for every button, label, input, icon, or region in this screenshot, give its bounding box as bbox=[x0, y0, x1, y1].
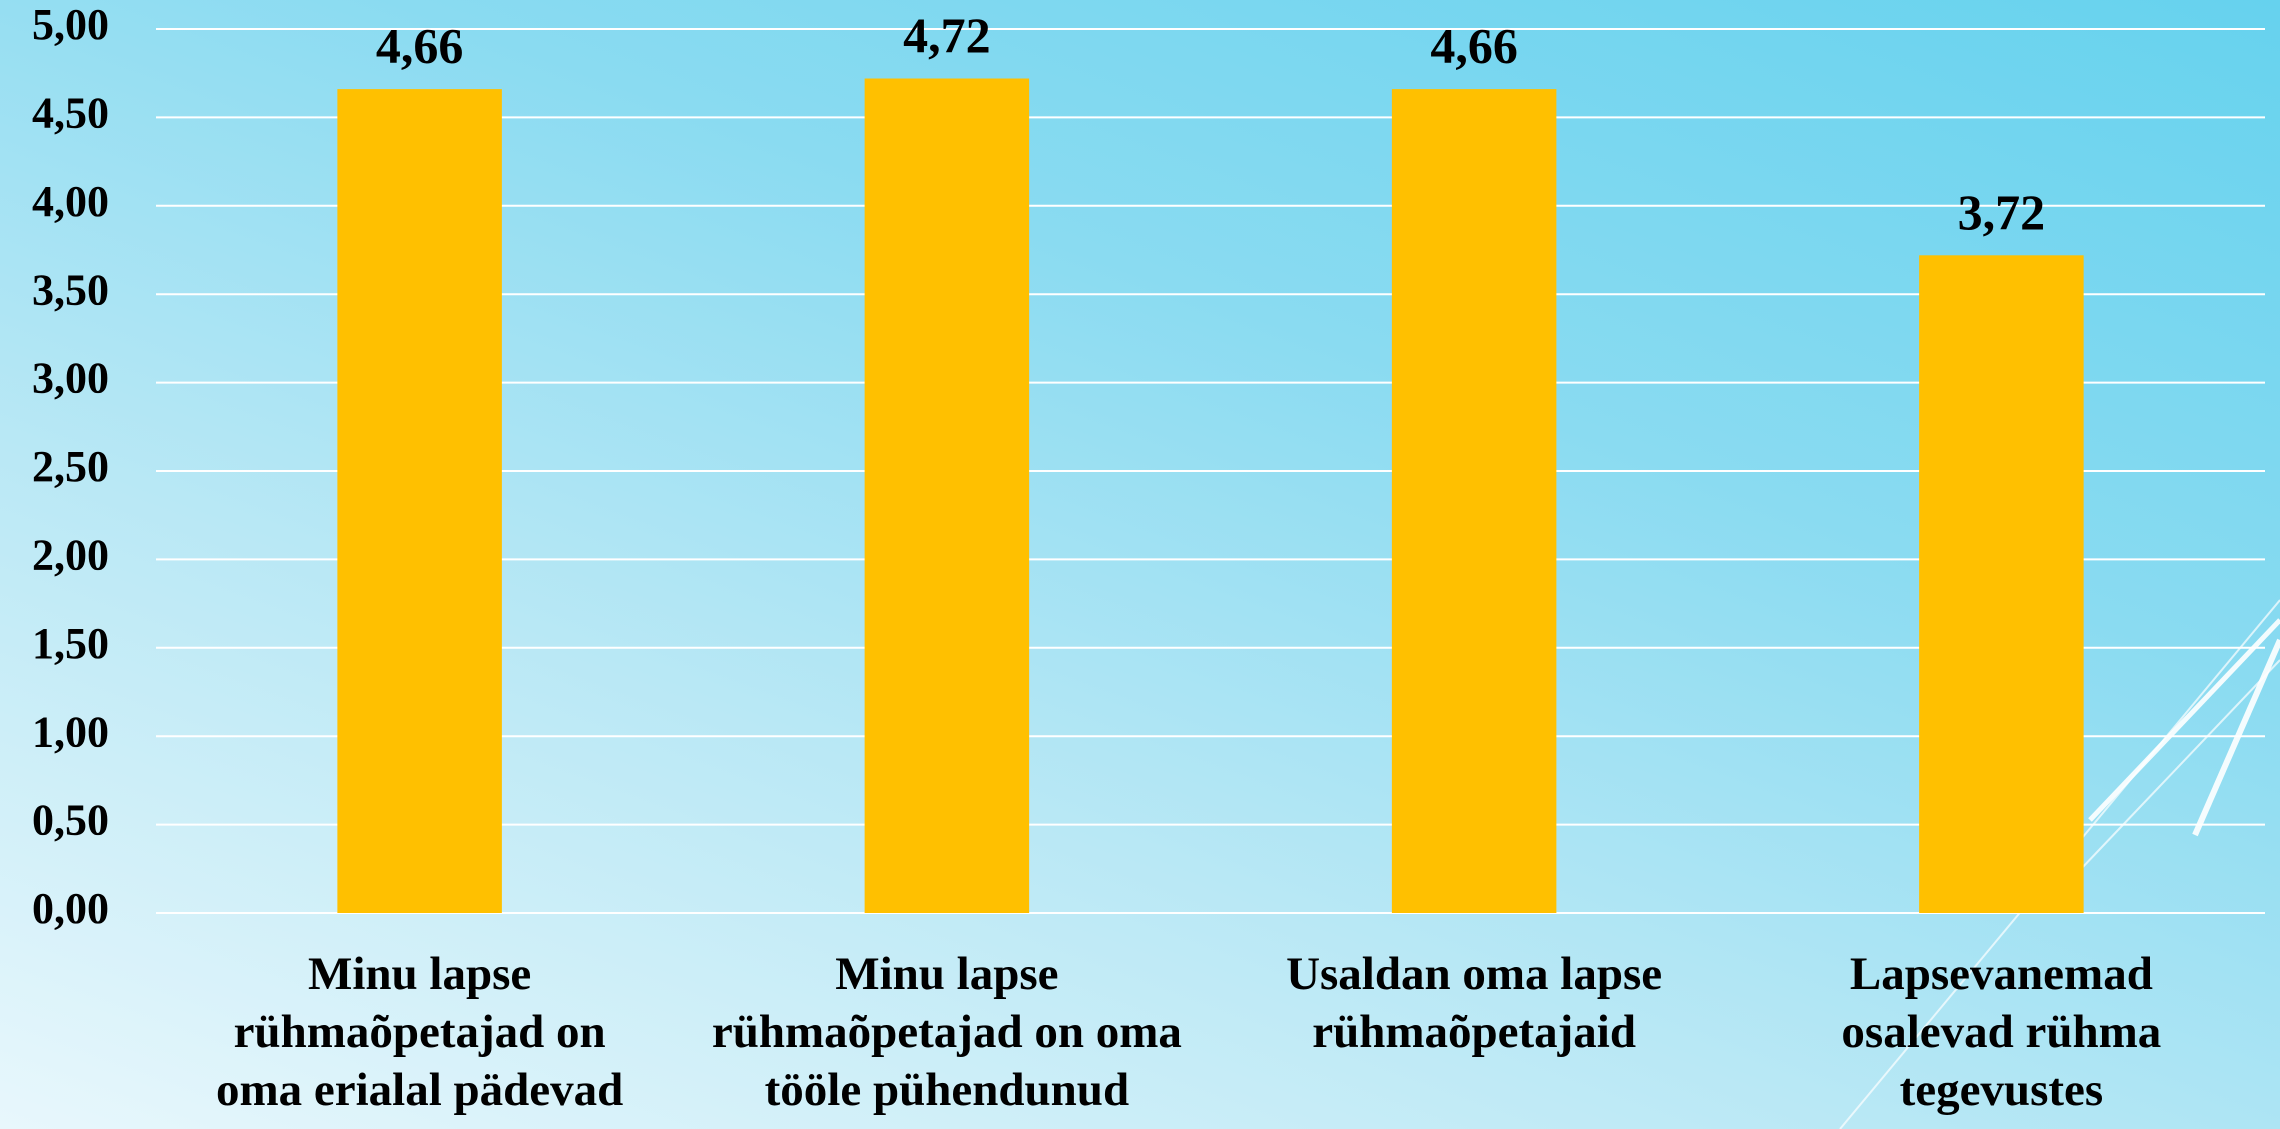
y-tick-label: 3,50 bbox=[32, 265, 109, 314]
bar bbox=[1391, 89, 1557, 913]
y-tick-label: 1,00 bbox=[32, 707, 109, 756]
x-tick-label: Lapsevanemad osalevad rühma tegevustes bbox=[1841, 948, 2162, 1116]
y-tick-label: 2,00 bbox=[32, 530, 109, 579]
y-tick-label: 0,50 bbox=[32, 796, 109, 845]
y-tick-label: 5,00 bbox=[32, 0, 109, 49]
bar bbox=[864, 78, 1030, 913]
x-tick-label: Minu lapse rühmaõpetajad on oma erialal … bbox=[215, 948, 624, 1116]
value-label: 4,72 bbox=[903, 7, 991, 63]
y-tick-label: 1,50 bbox=[32, 619, 109, 668]
y-tick-label: 3,00 bbox=[32, 354, 109, 403]
x-tick-label: Usaldan oma lapse rühmaõpetajaid bbox=[1286, 948, 1663, 1058]
bar bbox=[337, 89, 502, 913]
value-label: 4,66 bbox=[376, 18, 464, 74]
y-tick-label: 2,50 bbox=[32, 442, 109, 491]
y-tick-label: 0,00 bbox=[32, 884, 109, 933]
y-tick-label: 4,50 bbox=[32, 88, 109, 137]
x-tick-label: Minu lapse rühmaõpetajad on oma tööle pü… bbox=[711, 948, 1182, 1116]
value-label: 3,72 bbox=[1958, 184, 2046, 240]
value-label: 4,66 bbox=[1430, 18, 1518, 74]
bar bbox=[1919, 255, 2084, 913]
y-tick-label: 4,00 bbox=[32, 177, 109, 226]
